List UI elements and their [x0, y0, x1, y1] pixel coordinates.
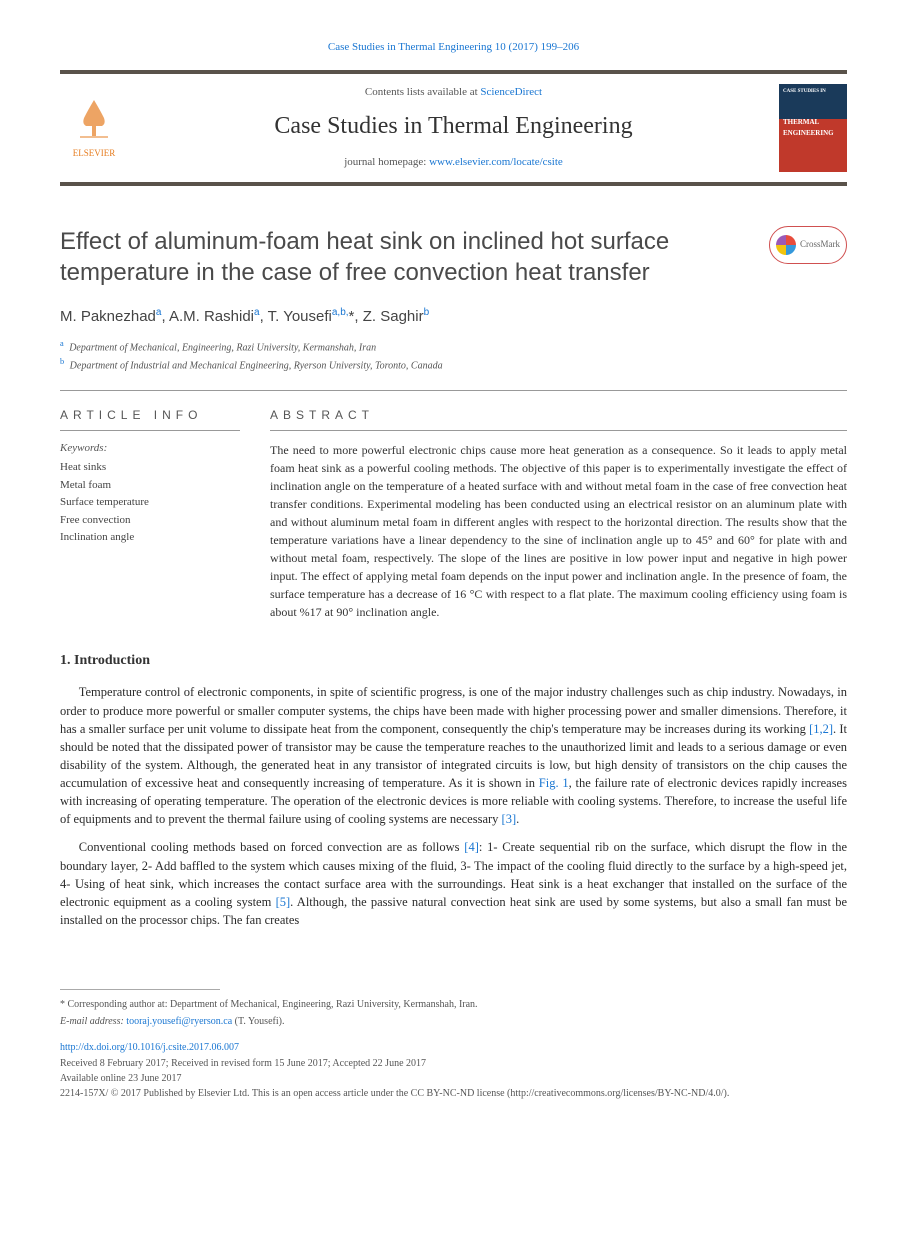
homepage-line: journal homepage: www.elsevier.com/locat… [142, 155, 765, 171]
email-label: E-mail address: [60, 1016, 126, 1027]
abstract-heading: ABSTRACT [270, 407, 847, 424]
journal-name: Case Studies in Thermal Engineering [142, 109, 765, 144]
crossmark-label: CrossMark [800, 238, 840, 251]
keyword-item: Surface temperature [60, 494, 240, 512]
footnotes: * Corresponding author at: Department of… [60, 989, 847, 1101]
abstract-column: ABSTRACT The need to more powerful elect… [270, 407, 847, 621]
journal-header: ELSEVIER Contents lists available at Sci… [60, 70, 847, 186]
publisher-name: ELSEVIER [73, 147, 116, 160]
keyword-item: Free convection [60, 512, 240, 530]
authors-line: M. Paknezhada, A.M. Rashidia, T. Yousefi… [60, 306, 847, 328]
available-online: Available online 23 June 2017 [60, 1071, 847, 1086]
figure-link-1[interactable]: Fig. 1 [539, 776, 569, 790]
section-1-heading: 1. Introduction [60, 651, 847, 671]
cover-top-text: CASE STUDIES IN [783, 88, 843, 95]
affiliations: a Department of Mechanical, Engineering,… [60, 338, 847, 374]
received-dates: Received 8 February 2017; Received in re… [60, 1056, 847, 1071]
keyword-item: Heat sinks [60, 459, 240, 477]
affiliation-line: a Department of Mechanical, Engineering,… [60, 338, 847, 356]
homepage-link[interactable]: www.elsevier.com/locate/csite [429, 156, 563, 168]
keywords-label: Keywords: [60, 441, 240, 457]
contents-line: Contents lists available at ScienceDirec… [142, 85, 765, 101]
journal-cover-thumb: CASE STUDIES IN THERMAL ENGINEERING [779, 84, 847, 172]
email-line: E-mail address: tooraj.yousefi@ryerson.c… [60, 1015, 847, 1030]
article-info-heading: ARTICLE INFO [60, 407, 240, 424]
paragraph-1: Temperature control of electronic compon… [60, 683, 847, 828]
corresponding-author: * Corresponding author at: Department of… [60, 998, 847, 1013]
header-center: Contents lists available at ScienceDirec… [142, 85, 765, 172]
journal-reference: Case Studies in Thermal Engineering 10 (… [60, 40, 847, 56]
license-line: 2214-157X/ © 2017 Published by Elsevier … [60, 1086, 847, 1101]
email-suffix: (T. Yousefi). [232, 1016, 284, 1027]
elsevier-logo: ELSEVIER [60, 89, 128, 167]
divider [60, 430, 240, 431]
contents-prefix: Contents lists available at [365, 86, 480, 98]
citation-link-3[interactable]: [3] [502, 812, 517, 826]
elsevier-tree-icon [74, 96, 114, 147]
abstract-text: The need to more powerful electronic chi… [270, 441, 847, 621]
citation-link-4[interactable]: [4] [464, 840, 479, 854]
divider [60, 390, 847, 391]
citation-link-5[interactable]: [5] [276, 895, 291, 909]
p1-text-a: Temperature control of electronic compon… [60, 685, 847, 735]
divider [270, 430, 847, 431]
email-link[interactable]: tooraj.yousefi@ryerson.ca [126, 1016, 232, 1027]
citation-link-1-2[interactable]: [1,2] [809, 722, 833, 736]
footnote-divider [60, 989, 220, 990]
crossmark-icon [776, 235, 796, 255]
p1-text-d: . [516, 812, 519, 826]
sciencedirect-link[interactable]: ScienceDirect [480, 86, 542, 98]
doi-link[interactable]: http://dx.doi.org/10.1016/j.csite.2017.0… [60, 1042, 239, 1053]
article-info-column: ARTICLE INFO Keywords: Heat sinksMetal f… [60, 407, 240, 621]
cover-main-text: THERMAL ENGINEERING [783, 117, 847, 137]
affiliation-line: b Department of Industrial and Mechanica… [60, 356, 847, 374]
article-title: Effect of aluminum-foam heat sink on inc… [60, 226, 749, 288]
paragraph-2: Conventional cooling methods based on fo… [60, 838, 847, 929]
homepage-prefix: journal homepage: [344, 156, 429, 168]
keyword-item: Metal foam [60, 477, 240, 495]
keywords-list: Heat sinksMetal foamSurface temperatureF… [60, 459, 240, 547]
keyword-item: Inclination angle [60, 529, 240, 547]
crossmark-badge[interactable]: CrossMark [769, 226, 847, 264]
p2-text-a: Conventional cooling methods based on fo… [79, 840, 465, 854]
